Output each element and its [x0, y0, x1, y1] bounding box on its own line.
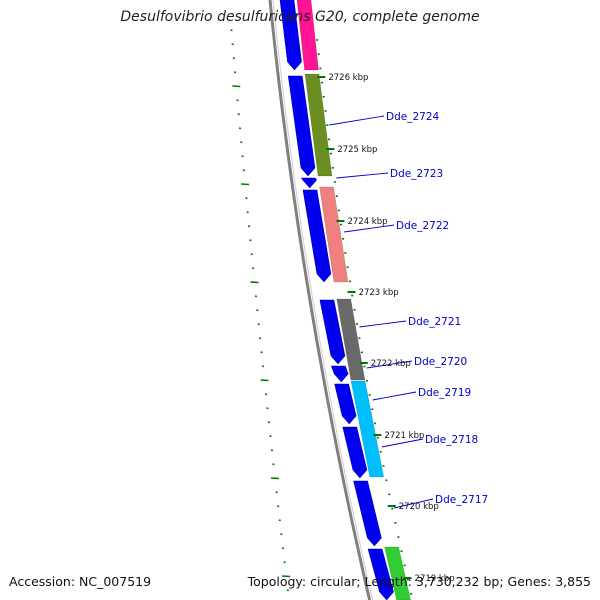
outer-tick-mark — [281, 547, 285, 550]
cds-arrow — [300, 177, 318, 189]
genome-backbone — [268, 0, 372, 600]
outer-tick-mark — [282, 575, 291, 578]
cds-arrow — [279, 0, 302, 71]
gene-leader-line — [359, 320, 407, 328]
feature-bar — [336, 298, 366, 381]
feature-bar — [350, 380, 385, 478]
gene-leader-line — [381, 438, 424, 448]
outer-tick-mark — [260, 351, 263, 354]
outer-tick-mark — [258, 337, 262, 340]
outer-tick-mark — [232, 57, 236, 60]
outer-tick-mark — [266, 407, 269, 410]
scale-tick-label: 2721 kbp — [384, 431, 424, 441]
outer-tick-mark — [246, 211, 249, 214]
gene-label: Dde_2724 — [386, 111, 440, 123]
outer-tick-mark — [232, 85, 241, 88]
outer-tick-mark — [250, 281, 259, 284]
gene-leader-line — [366, 360, 413, 369]
outer-tick-mark — [241, 155, 244, 158]
outer-tick-mark — [275, 491, 278, 494]
outer-tick-mark — [241, 183, 250, 186]
outer-tick-mark — [245, 197, 248, 200]
map-title: Desulfovibrio desulfuricans G20, complet… — [120, 9, 480, 25]
feature-bar — [296, 0, 319, 71]
outer-tick-mark — [283, 561, 286, 564]
accession-text: Accession: NC_007519 — [9, 574, 152, 589]
scale-tick-label: 2719 kbp — [415, 574, 455, 584]
scale-tick-label: 2720 kbp — [399, 502, 439, 512]
gene-leader-line — [344, 224, 395, 233]
outer-tick-mark — [269, 435, 272, 438]
cds-arrow — [367, 548, 394, 600]
cds-arrow — [353, 480, 382, 547]
cds-arrow — [302, 189, 332, 283]
outer-tick-mark — [251, 267, 255, 270]
outer-tick-mark — [238, 127, 242, 130]
feature-bar — [304, 73, 333, 177]
gene-label: Dde_2723 — [390, 168, 443, 180]
genome-backbone-inner — [272, 0, 374, 600]
cds-arrow — [330, 365, 349, 383]
outer-tick-mark — [242, 169, 246, 172]
outer-tick-mark — [254, 295, 258, 298]
outer-tick-mark — [260, 379, 269, 382]
outer-tick-mark — [261, 365, 265, 368]
outer-tick-mark — [247, 225, 251, 228]
feature-bar — [319, 186, 349, 283]
outer-tick-mark — [276, 505, 280, 508]
outer-tick-mark — [249, 239, 252, 242]
gene-label: Dde_2720 — [414, 356, 467, 368]
gene-label: Dde_2717 — [435, 494, 488, 506]
cds-arrow — [287, 75, 316, 177]
feature-bar — [384, 546, 411, 600]
outer-tick-mark — [231, 43, 234, 46]
gene-leader-line — [336, 172, 389, 179]
genome-summary-text: Topology: circular; Length: 3,730,232 bp… — [247, 574, 591, 589]
cds-arrow — [319, 299, 346, 365]
outer-tick-mark — [270, 449, 274, 452]
gene-leader-line — [329, 115, 385, 126]
outer-tick-mark — [250, 253, 253, 256]
scale-tick-label: 2723 kbp — [359, 288, 399, 298]
outer-tick-mark — [237, 113, 240, 116]
outer-tick-mark — [236, 99, 239, 102]
cds-arrow — [342, 426, 368, 479]
scale-tick-label: 2725 kbp — [337, 145, 377, 155]
outer-tick-mark — [278, 519, 281, 522]
gene-leader-line — [394, 498, 434, 509]
gene-leader-line — [372, 391, 417, 401]
outer-tick-mark — [286, 589, 290, 592]
outer-tick-mark — [230, 29, 233, 32]
outer-tick-mark — [257, 323, 260, 326]
gene-label: Dde_2718 — [425, 434, 478, 446]
cds-arrow — [334, 383, 357, 425]
outer-tick-mark — [240, 141, 243, 144]
outer-tick-mark — [280, 533, 283, 536]
gene-label: Dde_2721 — [408, 316, 461, 328]
outer-tick-mark — [271, 477, 280, 480]
outer-tick-mark — [256, 309, 259, 312]
outer-tick-mark — [272, 463, 275, 466]
outer-tick-mark — [267, 421, 271, 424]
gene-label: Dde_2722 — [396, 220, 449, 232]
gene-label: Dde_2719 — [418, 387, 471, 399]
scale-tick-label: 2724 kbp — [347, 217, 387, 227]
scale-tick-label: 2726 kbp — [328, 73, 368, 83]
outer-tick-mark — [264, 393, 268, 396]
outer-tick-mark — [233, 71, 237, 74]
